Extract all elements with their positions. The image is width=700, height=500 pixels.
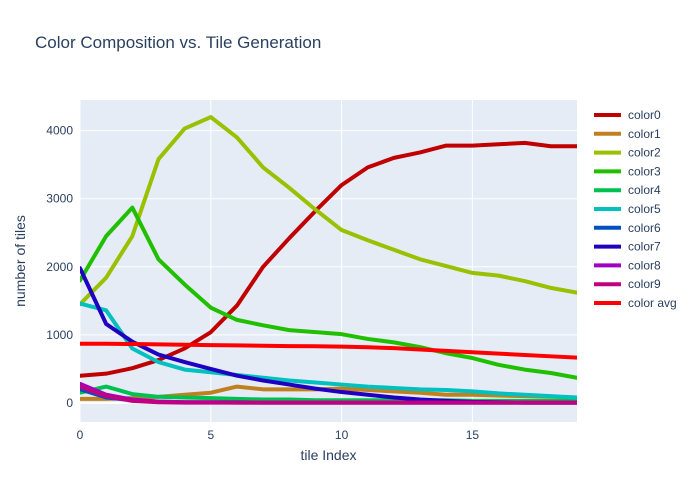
legend-item-color7[interactable]: color7: [594, 240, 661, 254]
legend-label: color0: [628, 108, 661, 122]
series-line-color2: [80, 115, 577, 307]
series-lines: [80, 115, 577, 405]
legend-item-color5[interactable]: color5: [594, 202, 661, 216]
legend-item-color3[interactable]: color3: [594, 164, 661, 178]
legend-label: color4: [628, 183, 661, 197]
series-line-color9: [80, 384, 577, 405]
legend[interactable]: color0 color1 color2 color3 color4 color5 colo…: [594, 108, 677, 310]
legend-item-color-avg[interactable]: color avg: [594, 296, 677, 310]
y-tick-label: 3000: [46, 192, 73, 206]
y-axis-ticks: 0 1000 2000 3000 4000: [46, 124, 73, 410]
y-tick-label: 4000: [46, 124, 73, 138]
legend-label: color2: [628, 146, 661, 160]
legend-label: color8: [628, 258, 661, 272]
legend-item-color2[interactable]: color2: [594, 146, 661, 160]
legend-label: color avg: [628, 296, 677, 310]
series-line-color-avg: [80, 341, 577, 360]
series-line-color0: [80, 140, 577, 378]
legend-label: color3: [628, 164, 661, 178]
legend-label: color7: [628, 240, 661, 254]
legend-item-color4[interactable]: color4: [594, 183, 661, 197]
x-axis-ticks: 0 5 10 15: [77, 428, 480, 442]
y-tick-label: 2000: [46, 260, 73, 274]
x-tick-label: 0: [77, 428, 84, 442]
legend-label: color1: [628, 127, 661, 141]
x-tick-label: 10: [335, 428, 349, 442]
x-tick-label: 15: [466, 428, 480, 442]
y-tick-label: 1000: [46, 328, 73, 342]
plot-background: [80, 100, 577, 422]
series-line-color5: [80, 301, 577, 400]
legend-label: color6: [628, 221, 661, 235]
legend-item-color1[interactable]: color1: [594, 127, 661, 141]
legend-item-color0[interactable]: color0: [594, 108, 661, 122]
series-line-color3: [80, 205, 577, 380]
x-tick-label: 5: [207, 428, 214, 442]
legend-label: color9: [628, 277, 661, 291]
y-axis-label: number of tiles: [12, 215, 28, 307]
y-tick-label: 0: [66, 396, 73, 410]
legend-item-color8[interactable]: color8: [594, 258, 661, 272]
x-axis-label: tile Index: [300, 447, 356, 463]
legend-label: color5: [628, 202, 661, 216]
chart-title: Color Composition vs. Tile Generation: [35, 33, 322, 52]
legend-item-color6[interactable]: color6: [594, 221, 661, 235]
legend-item-color9[interactable]: color9: [594, 277, 661, 291]
